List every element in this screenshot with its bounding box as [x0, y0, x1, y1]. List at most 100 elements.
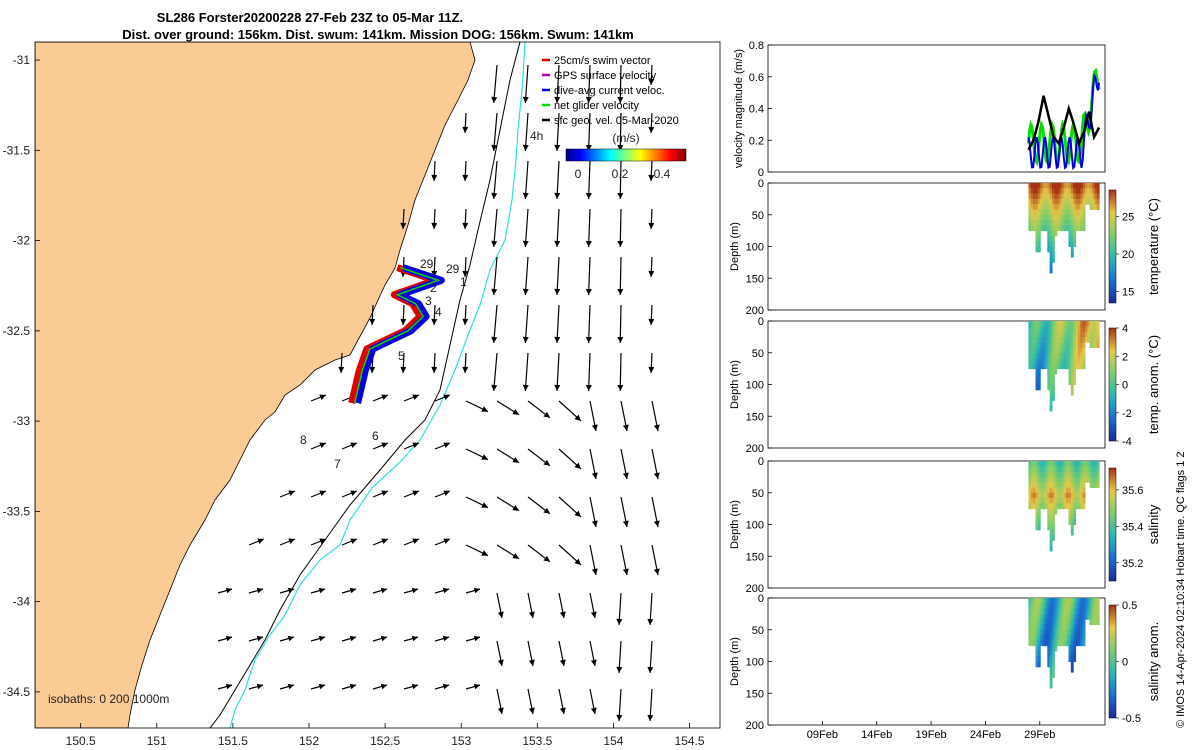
heatmap-cell	[1068, 476, 1072, 483]
heatmap-cell	[1028, 209, 1032, 216]
heatmap-cell	[1059, 487, 1062, 494]
heatmap-cell	[1077, 503, 1081, 510]
heatmap-cell	[1049, 666, 1053, 673]
velocity-arrow-head	[491, 192, 498, 199]
heatmap-cell	[1049, 204, 1053, 210]
legend-label: net glider velocity	[554, 100, 639, 112]
velocity-arrow-head	[512, 504, 519, 511]
heatmap-cell	[1037, 246, 1041, 253]
velocity-arrow-head	[585, 96, 592, 103]
velocity-arrow	[496, 448, 520, 464]
velocity-arrow-shaft	[493, 352, 498, 392]
heatmap-cell	[1047, 492, 1051, 499]
heatmap-cell	[1084, 608, 1088, 615]
heatmap-cell	[1033, 193, 1037, 200]
velocity-arrow	[648, 304, 655, 326]
heatmap-cell	[1049, 645, 1053, 652]
heatmap-cell	[1052, 389, 1055, 396]
heatmap-cell	[1082, 321, 1086, 327]
heatmap-cell	[1061, 352, 1065, 359]
heatmap-cell	[1028, 336, 1032, 343]
heatmap-cell	[1030, 188, 1034, 195]
heatmap-cell	[1030, 336, 1034, 343]
heatmap-cell	[1092, 476, 1095, 483]
velocity-arrow-head	[585, 384, 592, 391]
heatmap-cell	[1094, 476, 1098, 483]
heatmap-cell	[1063, 183, 1067, 189]
heatmap-cell	[1082, 336, 1086, 343]
velocity-arrow-shaft	[619, 352, 622, 392]
heatmap-cell	[1075, 461, 1079, 467]
heatmap-cell	[1068, 321, 1072, 327]
heatmap-cell	[1044, 209, 1048, 216]
heatmap-cell	[1070, 230, 1074, 237]
map-x-tick-label: 152.5	[370, 734, 400, 748]
heatmap-cell	[1059, 363, 1062, 370]
heatmap-cell	[1044, 342, 1048, 348]
velocity-arrow-shaft	[588, 208, 591, 248]
map-y-tick-label: -33	[13, 414, 31, 428]
heatmap-cell	[1080, 198, 1084, 205]
heatmap-cell	[1056, 603, 1060, 610]
heatmap-cell	[1040, 492, 1044, 499]
heatmap-cell	[1066, 352, 1069, 359]
heatmap-cell	[1073, 656, 1077, 662]
heatmap-cell	[1030, 613, 1034, 620]
heatmap-cell	[1056, 482, 1060, 488]
heatmap-cell	[1054, 603, 1058, 610]
heatmap-cell	[1054, 508, 1058, 515]
heatmap-cell	[1068, 193, 1072, 200]
heatmap-cell	[1077, 487, 1081, 494]
heatmap-cell	[1037, 198, 1041, 205]
velocity-arrow-head	[350, 490, 357, 497]
heatmap-cell	[1028, 326, 1032, 333]
heatmap-cell	[1035, 476, 1039, 483]
velocity-arrow	[647, 640, 654, 674]
heatmap-cell	[1094, 471, 1098, 478]
velocity-arrow-head	[443, 442, 450, 449]
heatmap-cell	[1052, 235, 1055, 242]
velocity-arrow	[651, 496, 660, 528]
heatmap-cell	[1059, 613, 1062, 620]
heatmap-cell	[1073, 629, 1077, 636]
velocity-arrow-shaft	[493, 112, 498, 152]
heatmap-cell	[1030, 204, 1034, 210]
heatmap-cell	[1049, 540, 1053, 547]
heatmap-colorbar-label: salinity	[1146, 504, 1161, 544]
heatmap-cell	[1075, 613, 1079, 620]
heatmap-cell	[1052, 608, 1055, 615]
map-y-ticks: -31-31.5-32-32.5-33-33.5-34-34.5	[3, 53, 40, 699]
heatmap-cell	[1089, 619, 1093, 625]
heatmap-colorbar-tick-label: 25	[1122, 211, 1134, 223]
heatmap-cell	[1044, 613, 1048, 620]
heatmap-cell	[1052, 358, 1055, 364]
heatmap-cell	[1042, 204, 1046, 210]
heatmap-cell	[1044, 466, 1048, 473]
velocity-arrow-shaft	[524, 208, 529, 248]
heatmap-cell	[1033, 188, 1037, 195]
velocity-arrow	[651, 544, 660, 576]
velocity-arrow	[617, 352, 624, 392]
heatmap-cell	[1070, 482, 1074, 488]
velocity-ylabel: velocity magnitude (m/s)	[733, 49, 745, 168]
velocity-arrow-head	[411, 635, 418, 642]
heatmap-cell	[1063, 466, 1067, 473]
heatmap-cell	[1052, 214, 1055, 221]
heatmap-cell	[1070, 198, 1074, 205]
map-x-tick-label: 151	[147, 734, 167, 748]
heatmap-cell	[1089, 183, 1093, 189]
heatmap-cell	[1056, 640, 1060, 647]
velocity-arrow-head	[591, 472, 598, 479]
heatmap-cell	[1063, 209, 1067, 216]
heatmap-cell	[1082, 342, 1086, 348]
heatmap-cell	[1068, 603, 1072, 610]
velocity-arrow-head	[443, 538, 450, 545]
heatmap-cell	[1063, 482, 1067, 488]
heatmap-cell	[1096, 336, 1100, 343]
heatmap-cell	[1047, 331, 1051, 338]
heatmap-cell	[1037, 613, 1041, 620]
velocity-arrow-shaft	[556, 64, 560, 104]
heatmap-cell	[1073, 650, 1077, 657]
heatmap-cell	[1054, 331, 1058, 338]
heatmap-cell	[1037, 508, 1041, 515]
